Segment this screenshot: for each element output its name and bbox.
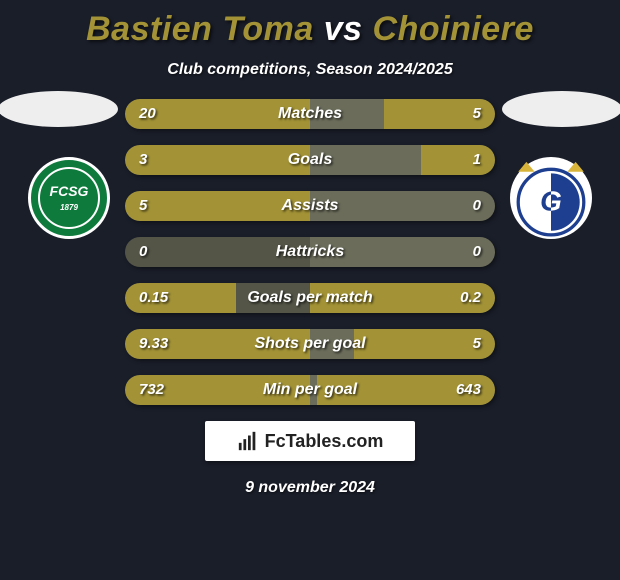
stat-label: Min per goal <box>125 375 495 405</box>
comparison-title: Bastien Toma vs Choiniere <box>0 0 620 49</box>
stat-label: Matches <box>125 99 495 129</box>
stat-row: 20Matches5 <box>125 99 495 129</box>
badge-text: FcTables.com <box>265 431 384 452</box>
date-text: 9 november 2024 <box>0 479 620 497</box>
stat-value-right: 5 <box>473 329 481 359</box>
stat-value-right: 1 <box>473 145 481 175</box>
player-head-right <box>502 91 620 127</box>
crest-ring: FCSG 1879 <box>38 167 100 229</box>
grasshopper-icon: G G <box>510 157 592 239</box>
stat-value-right: 0.2 <box>460 283 481 313</box>
fctables-badge[interactable]: FcTables.com <box>205 421 415 461</box>
stat-row: 732Min per goal643 <box>125 375 495 405</box>
stat-value-right: 643 <box>456 375 481 405</box>
stat-value-right: 0 <box>473 191 481 221</box>
stat-row: 0Hattricks0 <box>125 237 495 267</box>
player2-name: Choiniere <box>373 10 534 48</box>
stat-row: 3Goals1 <box>125 145 495 175</box>
stat-label: Goals per match <box>125 283 495 313</box>
comparison-arena: FCSG 1879 G G 20Matches53Goals15Assists0… <box>0 97 620 405</box>
vs-text: vs <box>324 10 363 48</box>
player-head-left <box>0 91 118 127</box>
stat-label: Goals <box>125 145 495 175</box>
stat-row: 9.33Shots per goal5 <box>125 329 495 359</box>
stat-label: Assists <box>125 191 495 221</box>
crest-text: FCSG 1879 <box>50 184 89 212</box>
stat-row: 0.15Goals per match0.2 <box>125 283 495 313</box>
stat-label: Shots per goal <box>125 329 495 359</box>
stat-value-right: 5 <box>473 99 481 129</box>
stat-label: Hattricks <box>125 237 495 267</box>
club-crest-right: G G <box>510 157 592 239</box>
stat-value-right: 0 <box>473 237 481 267</box>
chart-icon <box>237 430 259 452</box>
stat-row: 5Assists0 <box>125 191 495 221</box>
stats-container: 20Matches53Goals15Assists00Hattricks00.1… <box>125 97 495 405</box>
club-crest-left: FCSG 1879 <box>28 157 110 239</box>
player1-name: Bastien Toma <box>86 10 314 48</box>
subtitle: Club competitions, Season 2024/2025 <box>0 61 620 79</box>
